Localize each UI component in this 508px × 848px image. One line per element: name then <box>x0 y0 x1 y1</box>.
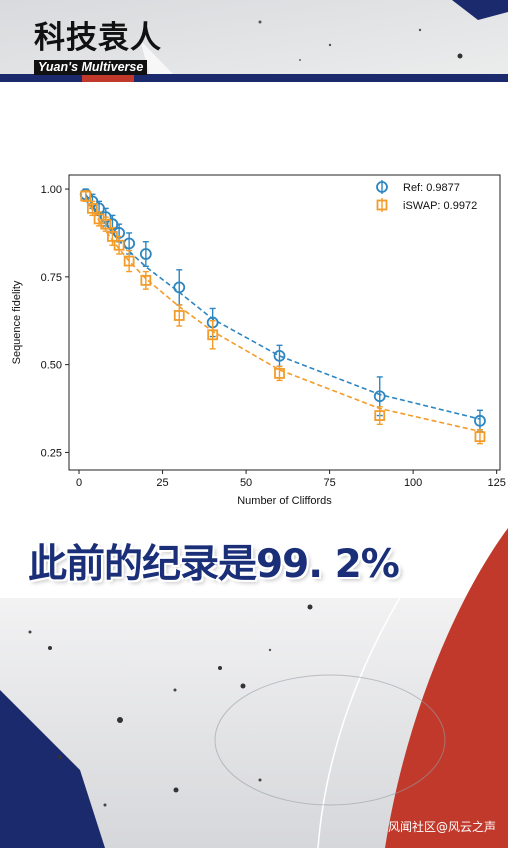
data-point <box>273 349 286 362</box>
y-tick-label: 0.50 <box>41 360 62 372</box>
legend-marker <box>376 181 388 193</box>
x-tick-label: 50 <box>240 477 252 489</box>
data-point <box>373 390 386 403</box>
x-tick-label: 100 <box>404 477 422 489</box>
legend-marker <box>376 199 388 211</box>
fidelity-chart: 0 25 50 75 100 125 0.25 0.50 0.75 1.00 Number of C… <box>11 174 506 507</box>
data-point <box>173 281 186 294</box>
data-point <box>100 218 112 230</box>
x-tick-label: 125 <box>487 477 505 489</box>
x-tick-label: 75 <box>323 477 335 489</box>
series-1 <box>80 190 486 445</box>
data-point <box>140 274 152 286</box>
x-tick-label: 25 <box>156 477 168 489</box>
data-point <box>374 410 386 421</box>
data-point <box>86 202 98 214</box>
y-tick-label: 0.75 <box>41 272 62 284</box>
data-point <box>80 190 92 202</box>
x-tick-label: 0 <box>76 477 82 489</box>
y-axis-label: Sequence fidelity <box>11 280 23 364</box>
x-axis-label: Number of Cliffords <box>237 495 332 507</box>
data-point <box>123 255 135 267</box>
watermark-text: 风闻社区@风云之声 <box>387 820 496 834</box>
y-tick-label: 0.25 <box>41 447 62 459</box>
data-point <box>173 310 185 321</box>
data-point <box>207 329 219 341</box>
data-point <box>139 248 152 260</box>
caption-text: 此前的纪录是99. 2% <box>28 542 400 587</box>
plot-frame <box>68 174 501 471</box>
brand-logo-chinese: 科技袁人 <box>34 20 162 56</box>
data-point <box>274 368 285 379</box>
y-tick-label: 1.00 <box>41 184 62 196</box>
brand-logo-english: Yuan's Multiverse <box>34 60 148 75</box>
data-point <box>474 414 486 427</box>
data-point <box>474 431 486 443</box>
legend-label: iSWAP: 0.9972 <box>403 200 477 212</box>
legend-label: Ref: 0.9877 <box>403 182 460 194</box>
data-point <box>113 239 125 251</box>
